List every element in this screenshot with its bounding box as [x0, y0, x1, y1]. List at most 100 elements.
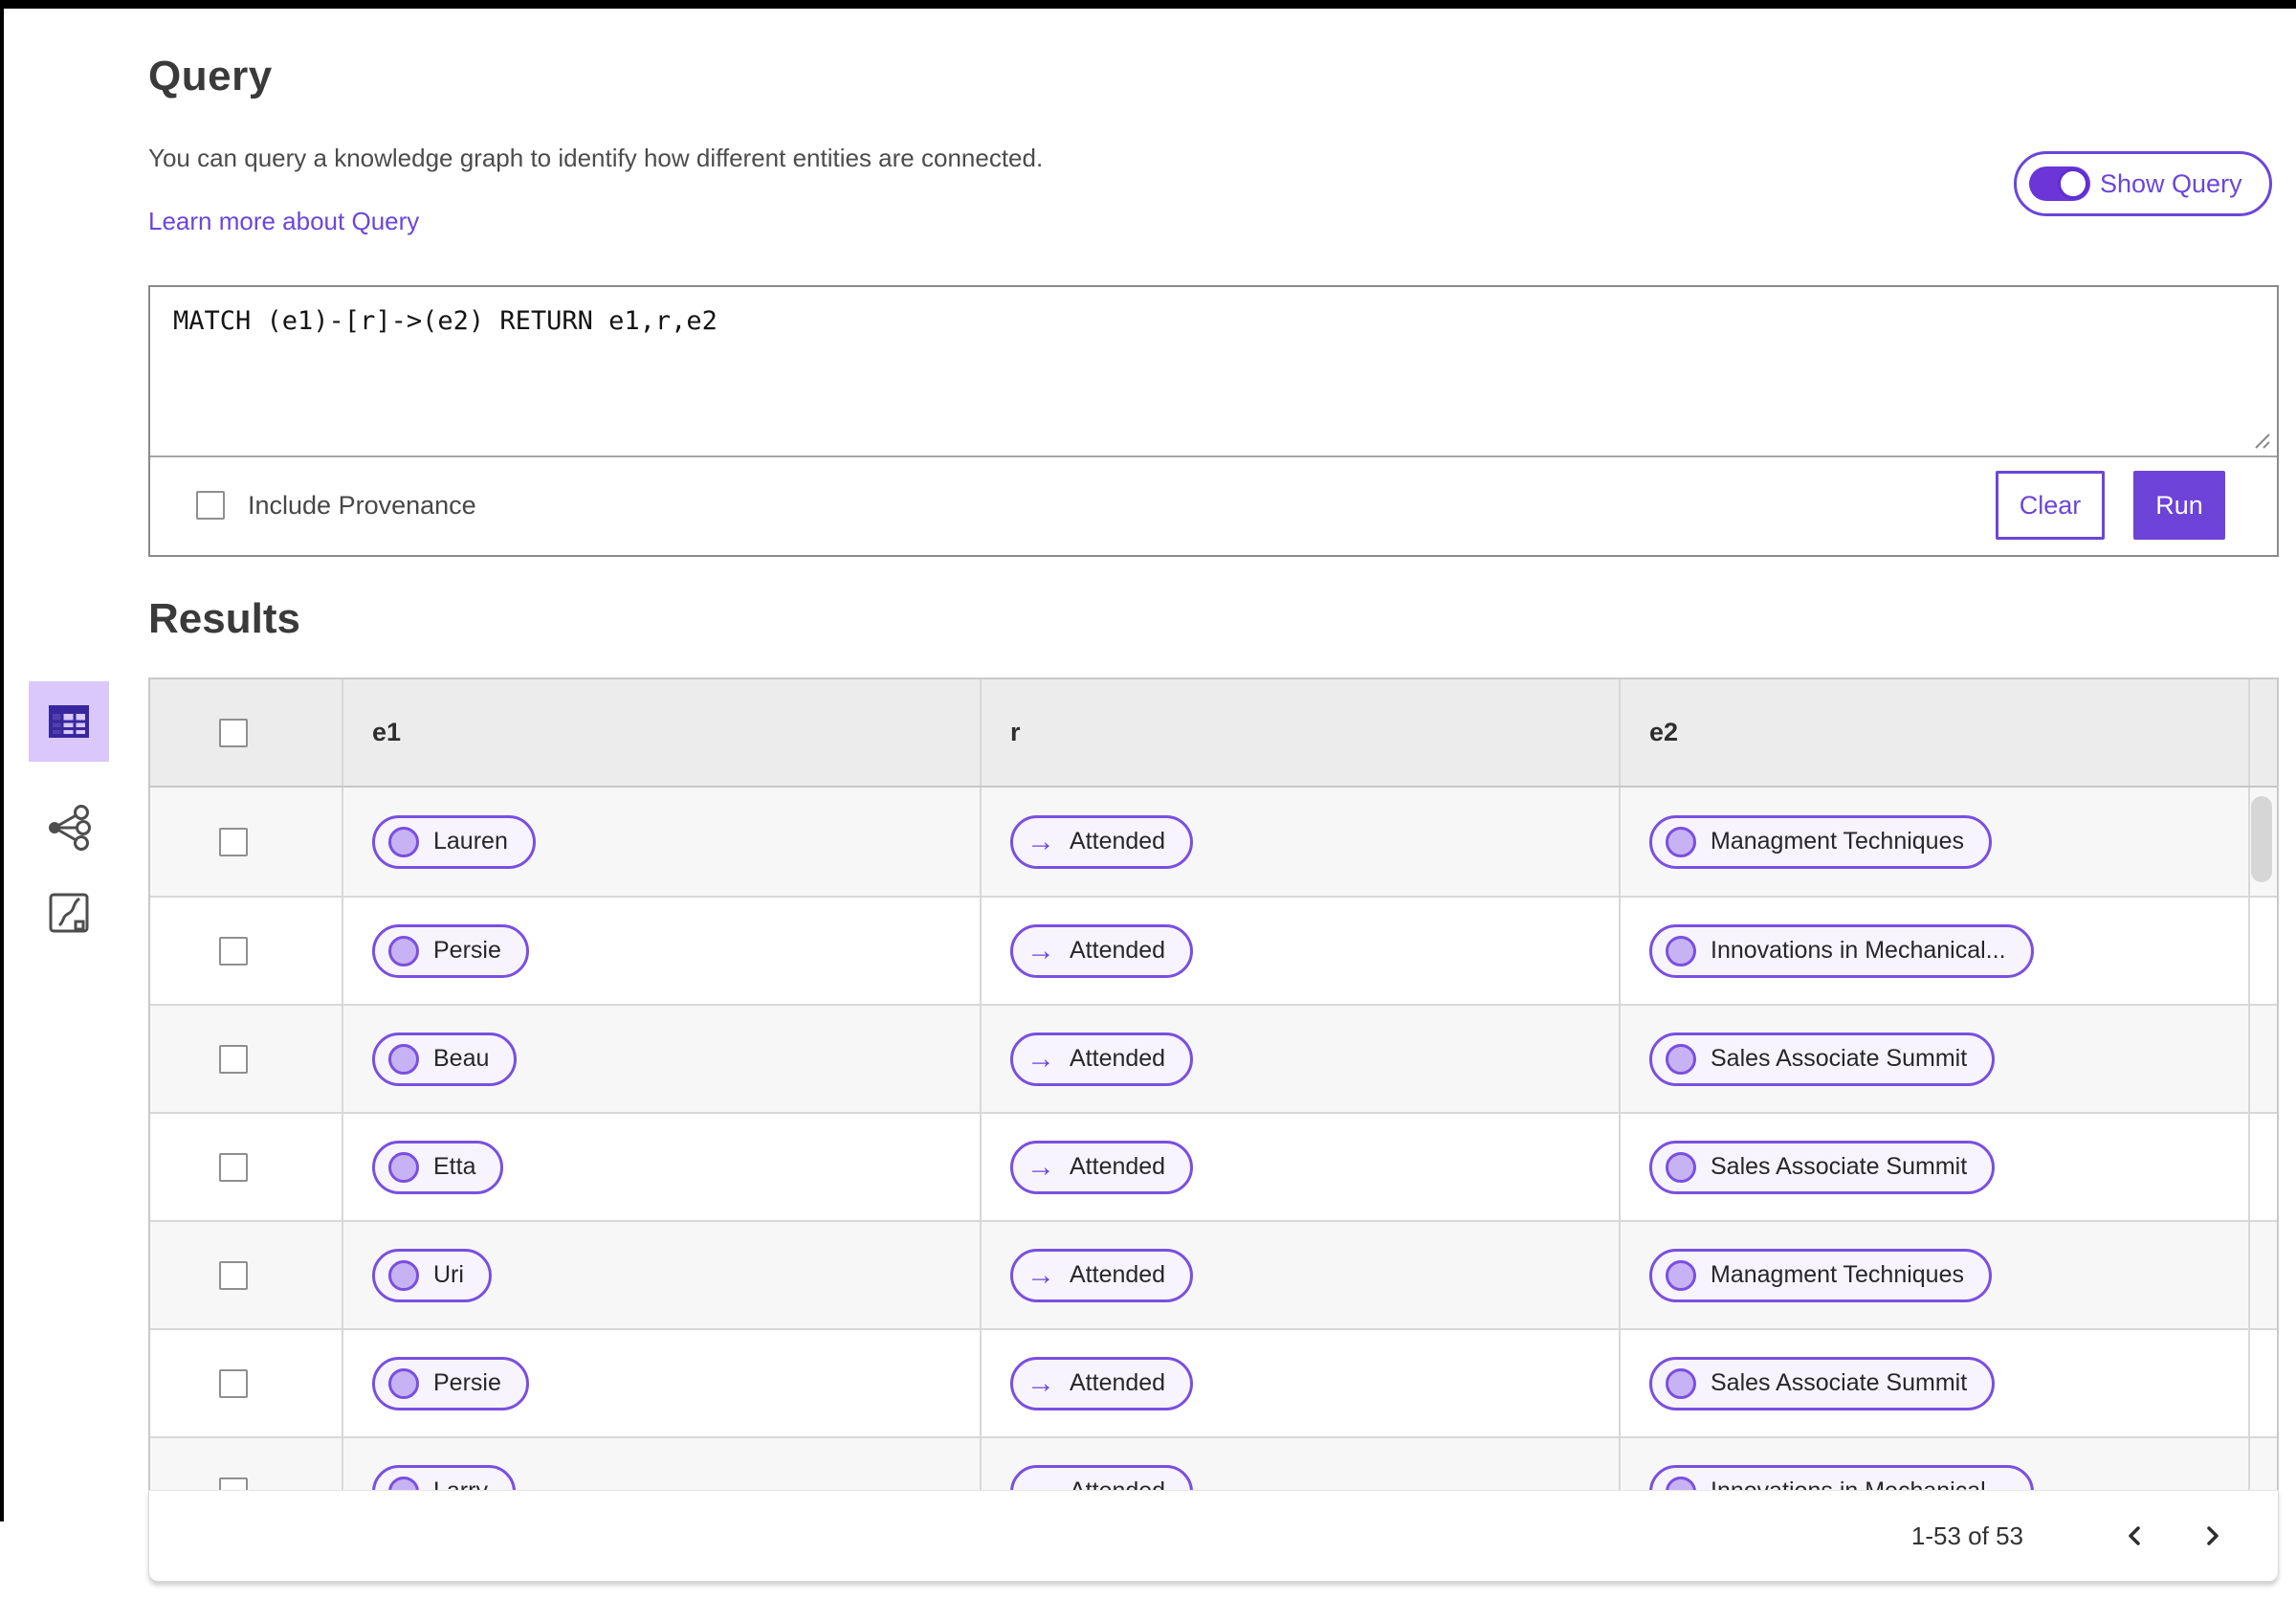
- select-all-checkbox[interactable]: [219, 718, 248, 747]
- row-scrollbar-cell: [2248, 1330, 2277, 1436]
- relation-pill[interactable]: → Attended: [1010, 1356, 1194, 1410]
- pagination-next-button[interactable]: [2186, 1509, 2240, 1563]
- row-checkbox[interactable]: [219, 1368, 248, 1398]
- relation-pill[interactable]: → Attended: [1010, 1464, 1194, 1490]
- entity-pill-e1[interactable]: Etta: [372, 1140, 504, 1194]
- row-checkbox-cell: [150, 1006, 342, 1112]
- column-header-r: r: [980, 679, 1619, 786]
- entity-pill-label-e2: Managment Techniques: [1711, 1261, 1964, 1288]
- row-checkbox[interactable]: [219, 1260, 248, 1290]
- header-scrollbar-cell: [2248, 679, 2277, 786]
- table-row: Larry → Attended Innovations in Mechanic…: [150, 1436, 2277, 1490]
- row-cell-e2: Sales Associate Summit: [1619, 1006, 2248, 1112]
- row-cell-e2: Managment Techniques: [1619, 788, 2248, 896]
- row-cell-r: → Attended: [980, 788, 1619, 896]
- scrollbar-thumb[interactable]: [2251, 796, 2272, 882]
- show-query-label: Show Query: [2100, 168, 2242, 198]
- entity-pill-label-e1: Larry: [433, 1477, 488, 1490]
- entity-pill-e2[interactable]: Sales Associate Summit: [1649, 1140, 1996, 1194]
- include-provenance-control[interactable]: Include Provenance: [196, 491, 476, 521]
- arrow-right-icon: →: [1027, 1477, 1055, 1490]
- row-checkbox-cell: [150, 898, 342, 1004]
- row-cell-e2: Managment Techniques: [1619, 1222, 2248, 1328]
- entity-pill-e1[interactable]: Beau: [372, 1032, 518, 1086]
- row-checkbox-cell: [150, 788, 342, 896]
- relation-pill[interactable]: → Attended: [1010, 923, 1194, 978]
- entity-pill-e2[interactable]: Managment Techniques: [1649, 814, 1992, 869]
- entity-icon: [1666, 935, 1696, 966]
- entity-icon: [1666, 1151, 1696, 1183]
- map-view-icon: [49, 893, 89, 933]
- entity-pill-e2[interactable]: Innovations in Mechanical...: [1649, 923, 2034, 978]
- entity-pill-e1[interactable]: Persie: [372, 1356, 529, 1410]
- relation-pill[interactable]: → Attended: [1010, 1032, 1194, 1086]
- run-button[interactable]: Run: [2133, 471, 2225, 540]
- relation-pill[interactable]: → Attended: [1010, 1248, 1194, 1302]
- toggle-knob: [2058, 168, 2088, 199]
- row-checkbox[interactable]: [219, 1152, 248, 1182]
- table-view-icon: [49, 705, 89, 738]
- query-text: MATCH (e1)-[r]->(e2) RETURN e1,r,e2: [173, 306, 718, 336]
- toggle-switch-icon[interactable]: [2029, 167, 2090, 201]
- entity-pill-e2[interactable]: Innovations in Mechanical...: [1649, 1464, 2034, 1490]
- entity-pill-e1[interactable]: Lauren: [372, 814, 536, 869]
- row-scrollbar-cell: [2248, 788, 2277, 896]
- row-checkbox[interactable]: [219, 936, 248, 966]
- entity-pill-label-e2: Sales Associate Summit: [1711, 1369, 1968, 1396]
- entity-pill-e2[interactable]: Sales Associate Summit: [1649, 1356, 1996, 1410]
- entity-pill-e1[interactable]: Larry: [372, 1464, 516, 1490]
- entity-pill-e2[interactable]: Sales Associate Summit: [1649, 1032, 1996, 1086]
- page-description: You can query a knowledge graph to ident…: [148, 144, 1044, 172]
- relation-pill[interactable]: → Attended: [1010, 814, 1194, 869]
- relation-pill-label: Attended: [1070, 1045, 1166, 1072]
- relation-pill[interactable]: → Attended: [1010, 1140, 1194, 1194]
- query-input[interactable]: MATCH (e1)-[r]->(e2) RETURN e1,r,e2: [150, 287, 2277, 457]
- row-checkbox[interactable]: [219, 1044, 248, 1074]
- arrow-right-icon: →: [1027, 934, 1055, 966]
- entity-pill-label-e1: Beau: [433, 1045, 490, 1072]
- page-title: Query: [148, 53, 273, 100]
- row-cell-e1: Persie: [342, 898, 980, 1004]
- entity-pill-label-e1: Uri: [433, 1261, 464, 1288]
- pagination-bar: 1-53 of 53: [148, 1490, 2279, 1582]
- entity-icon: [1666, 1043, 1696, 1075]
- entity-pill-e1[interactable]: Uri: [372, 1248, 492, 1302]
- row-checkbox[interactable]: [219, 1477, 248, 1490]
- view-table-button[interactable]: [29, 681, 109, 762]
- entity-pill-e1[interactable]: Persie: [372, 923, 529, 978]
- row-cell-e1: Uri: [342, 1222, 980, 1328]
- learn-more-link[interactable]: Learn more about Query: [148, 207, 420, 235]
- entity-pill-label-e1: Persie: [433, 1369, 501, 1396]
- entity-icon: [388, 1043, 419, 1075]
- clear-button[interactable]: Clear: [1996, 471, 2105, 540]
- row-scrollbar-cell: [2248, 1438, 2277, 1490]
- include-provenance-checkbox[interactable]: [196, 491, 225, 520]
- show-query-toggle[interactable]: Show Query: [2014, 151, 2272, 216]
- row-scrollbar-cell: [2248, 1114, 2277, 1220]
- arrow-right-icon: →: [1027, 1042, 1055, 1075]
- view-map-button[interactable]: [38, 882, 99, 944]
- row-cell-r: → Attended: [980, 1438, 1619, 1490]
- table-row: Etta → Attended Sales Associate Summit: [150, 1112, 2277, 1220]
- entity-icon: [388, 1367, 419, 1399]
- arrow-right-icon: →: [1027, 825, 1055, 857]
- row-cell-r: → Attended: [980, 1330, 1619, 1436]
- row-checkbox[interactable]: [219, 827, 248, 856]
- row-scrollbar-cell: [2248, 1222, 2277, 1328]
- arrow-right-icon: →: [1027, 1150, 1055, 1183]
- entity-pill-label-e1: Lauren: [433, 828, 508, 855]
- relation-pill-label: Attended: [1070, 1153, 1166, 1180]
- resize-grip-icon[interactable]: [2248, 427, 2273, 452]
- entity-pill-label-e2: Sales Associate Summit: [1711, 1045, 1968, 1072]
- row-cell-e1: Larry: [342, 1438, 980, 1490]
- view-graph-button[interactable]: [38, 797, 99, 858]
- row-cell-e2: Sales Associate Summit: [1619, 1330, 2248, 1436]
- entity-pill-e2[interactable]: Managment Techniques: [1649, 1248, 1992, 1302]
- row-cell-r: → Attended: [980, 1222, 1619, 1328]
- row-cell-r: → Attended: [980, 1006, 1619, 1112]
- pagination-prev-button[interactable]: [2108, 1509, 2161, 1563]
- row-cell-e1: Etta: [342, 1114, 980, 1220]
- entity-icon: [1666, 826, 1696, 857]
- row-scrollbar-cell: [2248, 1006, 2277, 1112]
- row-cell-e1: Persie: [342, 1330, 980, 1436]
